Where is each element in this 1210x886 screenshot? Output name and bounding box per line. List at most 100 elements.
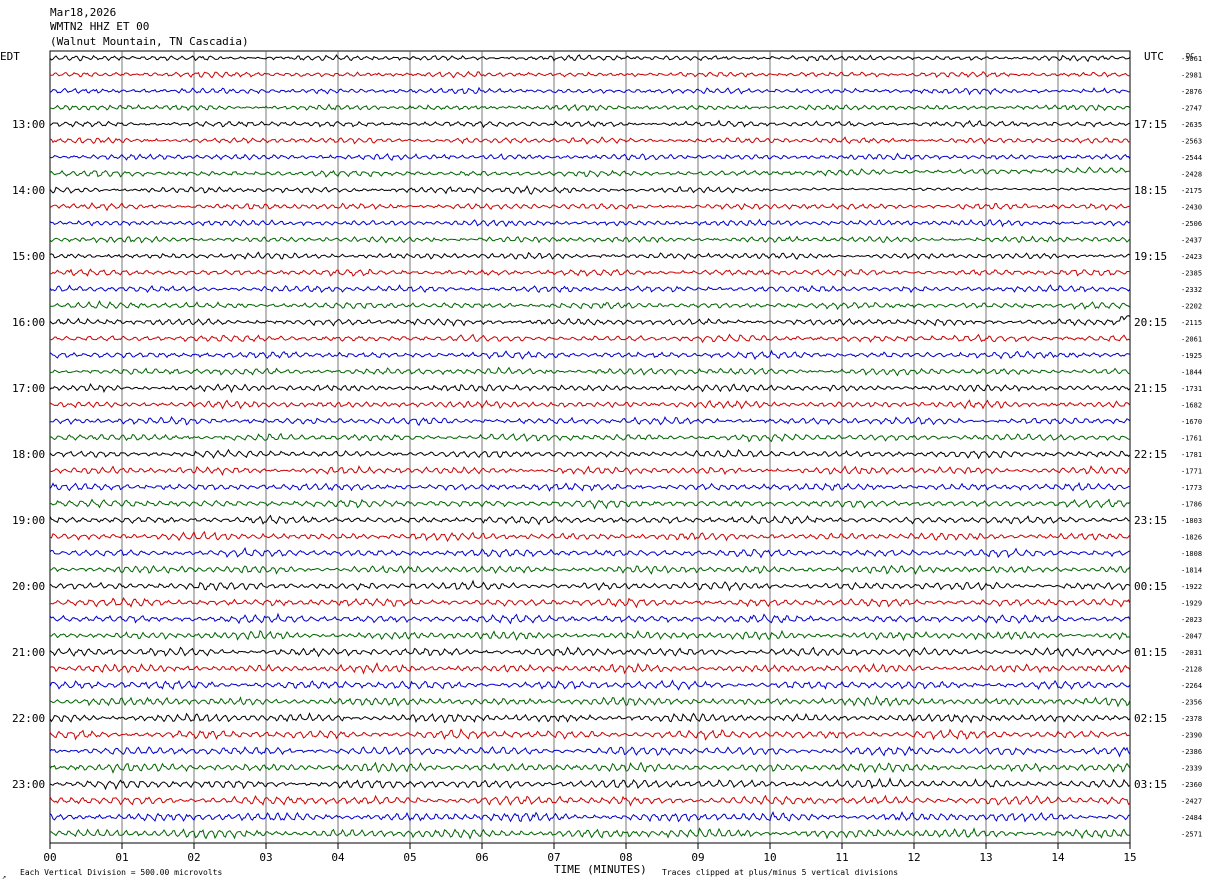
- dc-offset-label: -2981: [1181, 72, 1202, 80]
- dc-corner-label: DC: [1186, 52, 1194, 60]
- trace-line: [49, 103, 1131, 112]
- dc-offset-labels: -3061 -2981 -2876 -2747 -2635 -2563 -2544 -2428…: [1181, 55, 1202, 839]
- dc-offset-label: -1929: [1181, 600, 1202, 608]
- dc-offset-label: -1773: [1181, 484, 1202, 492]
- trace-line: [49, 315, 1131, 327]
- x-tick-label: 01: [115, 851, 128, 864]
- dc-offset-label: -2506: [1181, 220, 1202, 228]
- x-tick-label: 10: [763, 851, 776, 864]
- right-axis-label: UTC: [1144, 50, 1164, 63]
- dc-offset-label: -2264: [1181, 682, 1202, 690]
- edt-hour-label: 21:00: [12, 646, 45, 659]
- x-axis-label: TIME (MINUTES): [554, 863, 647, 876]
- trace-line: [50, 596, 1131, 609]
- dc-offset-label: -1731: [1181, 385, 1202, 393]
- trace-line: [49, 481, 1131, 492]
- x-tick-label: 08: [619, 851, 632, 864]
- edt-hour-label: 20:00: [12, 580, 45, 593]
- trace-line: [49, 202, 1131, 212]
- dc-offset-label: -2023: [1181, 616, 1202, 624]
- dc-offset-label: -2390: [1181, 732, 1202, 740]
- trace-line: [49, 579, 1131, 592]
- trace-line: [49, 251, 1131, 260]
- dc-offset-label: -1803: [1181, 517, 1202, 525]
- dc-offset-label: -1925: [1181, 352, 1202, 360]
- edt-hour-label: 13:00: [12, 118, 45, 131]
- dc-offset-label: -2427: [1181, 798, 1202, 806]
- edt-hour-label: 15:00: [12, 250, 45, 263]
- trace-line: [49, 777, 1131, 791]
- utc-hour-label: 03:15: [1134, 778, 1167, 791]
- trace-line: [49, 366, 1131, 377]
- dc-offset-label: -2115: [1181, 319, 1202, 327]
- dc-offset-label: -2332: [1181, 286, 1202, 294]
- x-tick-label: 03: [259, 851, 272, 864]
- utc-hour-label: 17:15: [1134, 118, 1167, 131]
- seismic-traces: [49, 54, 1131, 840]
- trace-line: [49, 415, 1131, 427]
- trace-line: [49, 612, 1131, 625]
- dc-offset-label: -1781: [1181, 451, 1202, 459]
- scale-note: Each Vertical Division = 500.00 microvol…: [20, 868, 222, 877]
- x-tick-label: 15: [1123, 851, 1136, 864]
- dc-offset-label: -2378: [1181, 715, 1202, 723]
- utc-hour-label: 19:15: [1134, 250, 1167, 263]
- dc-offset-label: -2423: [1181, 253, 1202, 261]
- x-tick-label: 06: [475, 851, 488, 864]
- dc-offset-label: -2635: [1181, 121, 1202, 129]
- dc-offset-label: -2747: [1181, 105, 1202, 113]
- trace-line: [49, 382, 1131, 394]
- x-tick-label: 11: [835, 851, 848, 864]
- trace-line: [49, 432, 1131, 443]
- utc-hour-label: 01:15: [1134, 646, 1167, 659]
- trace-line: [49, 185, 1131, 195]
- trace-line: [49, 745, 1131, 758]
- trace-line: [49, 333, 1131, 344]
- trace-line: [49, 629, 1131, 642]
- dc-offset-label: -2128: [1181, 666, 1202, 674]
- corner-mark-icon: ↗: [2, 873, 6, 881]
- trace-line: [49, 465, 1131, 476]
- edt-hour-label: 19:00: [12, 514, 45, 527]
- dc-offset-label: -2876: [1181, 88, 1202, 96]
- header-station: WMTN2 HHZ ET 00: [50, 20, 149, 33]
- dc-offset-label: -1826: [1181, 534, 1202, 542]
- utc-hour-label: 22:15: [1134, 448, 1167, 461]
- trace-line: [49, 86, 1130, 96]
- dc-offset-label: -3061: [1181, 55, 1202, 63]
- x-tick-label: 04: [331, 851, 345, 864]
- x-tick-label: 13: [979, 851, 992, 864]
- utc-hour-label: 20:15: [1134, 316, 1167, 329]
- trace-line: [49, 152, 1131, 161]
- dc-offset-label: -2430: [1181, 204, 1202, 212]
- utc-hour-label: 23:15: [1134, 514, 1167, 527]
- trace-line: [49, 695, 1131, 708]
- edt-hour-label: 16:00: [12, 316, 45, 329]
- trace-line: [49, 349, 1131, 360]
- x-tick-label: 05: [403, 851, 416, 864]
- edt-hour-label: 14:00: [12, 184, 45, 197]
- dc-offset-label: -2385: [1181, 270, 1202, 278]
- x-tick-label: 14: [1051, 851, 1065, 864]
- trace-line: [49, 448, 1131, 460]
- dc-offset-label: -2437: [1181, 237, 1202, 245]
- clip-note: Traces clipped at plus/minus 5 vertical …: [662, 868, 898, 877]
- dc-offset-label: -2360: [1181, 781, 1202, 789]
- dc-offset-label: -2484: [1181, 814, 1202, 822]
- trace-line: [49, 300, 1131, 311]
- edt-hour-labels: 13:00 14:00 15:00 16:00 17:00 18:00 19:00 20:00…: [12, 118, 45, 791]
- edt-hour-label: 18:00: [12, 448, 45, 461]
- trace-line: [49, 794, 1131, 807]
- trace-line: [49, 284, 1131, 294]
- trace-line: [49, 827, 1131, 840]
- trace-line: [49, 662, 1131, 675]
- left-axis-label: EDT: [0, 50, 20, 63]
- edt-hour-label: 23:00: [12, 778, 45, 791]
- dc-offset-label: -2356: [1181, 699, 1202, 707]
- dc-offset-label: -2202: [1181, 303, 1202, 311]
- dc-offset-label: -2563: [1181, 138, 1202, 146]
- x-tick-label: 12: [907, 851, 920, 864]
- dc-offset-label: -2386: [1181, 748, 1202, 756]
- dc-offset-label: -2544: [1181, 154, 1202, 162]
- header-location: (Walnut Mountain, TN Cascadia): [50, 35, 249, 48]
